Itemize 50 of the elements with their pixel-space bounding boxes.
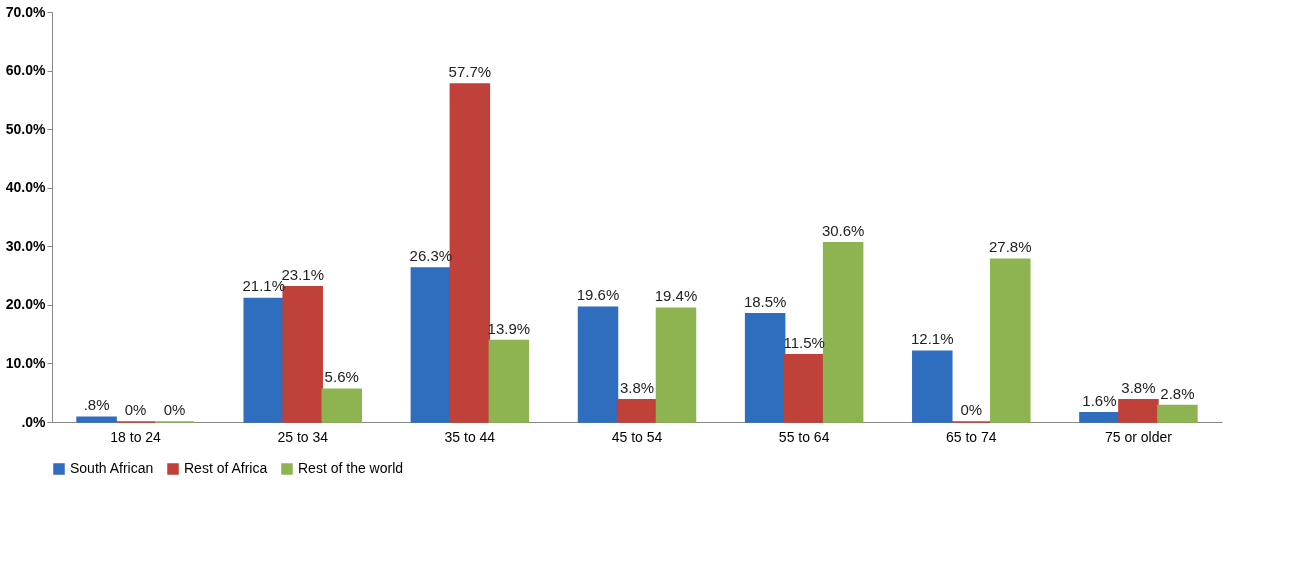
y-tick-label: 10.0% xyxy=(5,354,47,371)
bar xyxy=(577,306,619,423)
legend-label: Rest of Africa xyxy=(184,460,268,476)
bar xyxy=(1118,398,1159,423)
x-tick-label: 18 to 24 xyxy=(110,428,162,445)
data-label: .8% xyxy=(83,396,110,414)
y-tick-label: 60.0% xyxy=(5,62,47,79)
data-label: 2.8% xyxy=(1160,384,1195,402)
bar xyxy=(410,267,452,423)
data-label: 19.4% xyxy=(654,287,698,305)
data-label: 18.5% xyxy=(743,292,787,310)
y-tick-label: 40.0% xyxy=(5,179,47,196)
data-label: 1.6% xyxy=(1082,391,1117,409)
x-tick-label: 55 to 64 xyxy=(778,428,830,445)
bar xyxy=(912,350,953,423)
x-tick-label: 45 to 54 xyxy=(611,428,663,445)
bar xyxy=(744,312,786,423)
bar xyxy=(783,353,825,423)
data-label: 3.8% xyxy=(619,378,655,396)
data-label: 27.8% xyxy=(989,238,1032,256)
y-tick-label: 50.0% xyxy=(5,120,47,137)
bar xyxy=(1079,411,1120,423)
bar xyxy=(616,398,658,423)
y-tick-label: 20.0% xyxy=(5,296,47,313)
data-label: 57.7% xyxy=(448,63,492,81)
y-tick-label: 30.0% xyxy=(5,237,47,254)
y-tick-label: .0% xyxy=(21,413,47,430)
x-tick-label: 35 to 44 xyxy=(444,428,496,445)
data-label: 0% xyxy=(960,401,983,418)
data-label: 3.8% xyxy=(1121,378,1156,396)
y-tick-label: 70.0% xyxy=(5,3,47,20)
data-label: 0% xyxy=(124,401,147,418)
data-label: 5.6% xyxy=(324,368,359,386)
bar xyxy=(990,258,1031,423)
bar xyxy=(321,388,362,423)
data-label: 12.1% xyxy=(911,330,954,348)
x-tick-label: 75 or older xyxy=(1104,428,1173,445)
data-label: 30.6% xyxy=(821,221,865,239)
x-tick-label: 65 to 74 xyxy=(945,428,997,445)
data-label: 0% xyxy=(163,401,186,418)
data-label: 19.6% xyxy=(576,286,620,304)
bar xyxy=(76,416,117,423)
bar xyxy=(655,307,697,423)
bar xyxy=(1157,404,1198,423)
bar xyxy=(488,339,530,423)
data-label: 23.1% xyxy=(281,265,324,283)
bar xyxy=(243,297,284,423)
legend-label: South African xyxy=(70,460,154,476)
legend-label: Rest of the world xyxy=(298,460,404,476)
x-tick-label: 25 to 34 xyxy=(277,428,329,445)
